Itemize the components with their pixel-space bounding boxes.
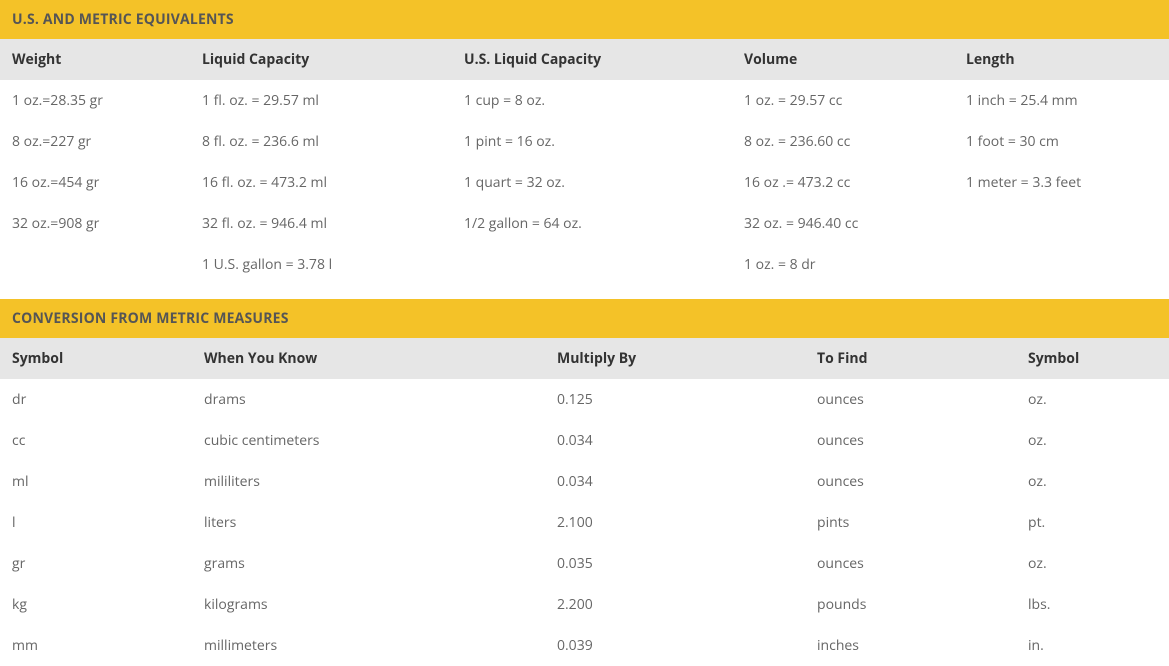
conversion-cell: oz. [1016,543,1169,584]
equivalents-col-us-liquid-capacity: U.S. Liquid Capacity [452,39,732,80]
table-row: dr drams 0.125 ounces oz. [0,379,1169,420]
conversion-col-multiply-by: Multiply By [545,338,805,379]
equivalents-cell: 1 fl. oz. = 29.57 ml [190,80,452,121]
section-spacer [0,285,1169,299]
conversion-cell: inches [805,625,1016,666]
conversion-header-row: Symbol When You Know Multiply By To Find… [0,338,1169,379]
conversion-cell: 2.200 [545,584,805,625]
conversion-cell: pints [805,502,1016,543]
equivalents-cell: 32 oz. = 946.40 cc [732,203,954,244]
equivalents-cell: 1 quart = 32 oz. [452,162,732,203]
table-row: 16 oz.=454 gr 16 fl. oz. = 473.2 ml 1 qu… [0,162,1169,203]
table-row: ml mililiters 0.034 ounces oz. [0,461,1169,502]
conversion-col-to-find: To Find [805,338,1016,379]
table-row: gr grams 0.035 ounces oz. [0,543,1169,584]
conversion-cell: ounces [805,379,1016,420]
conversion-cell: dr [0,379,192,420]
conversion-cell: oz. [1016,379,1169,420]
conversion-cell: ounces [805,461,1016,502]
conversion-cell: pounds [805,584,1016,625]
equivalents-cell: 32 oz.=908 gr [0,203,190,244]
conversion-cell: 0.034 [545,420,805,461]
table-row: mm millimeters 0.039 inches in. [0,625,1169,666]
equivalents-col-weight: Weight [0,39,190,80]
table-row: cc cubic centimeters 0.034 ounces oz. [0,420,1169,461]
conversion-cell: 0.125 [545,379,805,420]
conversion-cell: oz. [1016,420,1169,461]
conversion-col-symbol: Symbol [0,338,192,379]
equivalents-cell: 1 meter = 3.3 feet [954,162,1169,203]
equivalents-cell [0,244,190,285]
equivalents-header-row: Weight Liquid Capacity U.S. Liquid Capac… [0,39,1169,80]
equivalents-cell: 1 oz. = 8 dr [732,244,954,285]
conversion-cell: grams [192,543,545,584]
equivalents-cell: 16 oz.=454 gr [0,162,190,203]
equivalents-cell: 1 inch = 25.4 mm [954,80,1169,121]
table-row: 1 oz.=28.35 gr 1 fl. oz. = 29.57 ml 1 cu… [0,80,1169,121]
conversion-cell: 0.039 [545,625,805,666]
conversion-cell: cubic centimeters [192,420,545,461]
conversion-col-when-you-know: When You Know [192,338,545,379]
equivalents-cell: 1 U.S. gallon = 3.78 l [190,244,452,285]
equivalents-cell: 8 fl. oz. = 236.6 ml [190,121,452,162]
conversion-cell: ounces [805,543,1016,584]
conversion-cell: cc [0,420,192,461]
table-row: kg kilograms 2.200 pounds lbs. [0,584,1169,625]
conversion-cell: 0.035 [545,543,805,584]
conversion-cell: kg [0,584,192,625]
conversion-cell: mililiters [192,461,545,502]
equivalents-cell: 32 fl. oz. = 946.4 ml [190,203,452,244]
table-row: 8 oz.=227 gr 8 fl. oz. = 236.6 ml 1 pint… [0,121,1169,162]
equivalents-title: U.S. AND METRIC EQUIVALENTS [0,0,1169,39]
equivalents-cell: 1 foot = 30 cm [954,121,1169,162]
table-row: 32 oz.=908 gr 32 fl. oz. = 946.4 ml 1/2 … [0,203,1169,244]
conversion-title: CONVERSION FROM METRIC MEASURES [0,299,1169,338]
table-row: l liters 2.100 pints pt. [0,502,1169,543]
equivalents-cell: 1 cup = 8 oz. [452,80,732,121]
equivalents-cell [452,244,732,285]
equivalents-cell: 8 oz. = 236.60 cc [732,121,954,162]
conversion-col-symbol-out: Symbol [1016,338,1169,379]
equivalents-col-liquid-capacity: Liquid Capacity [190,39,452,80]
equivalents-cell: 1 oz.=28.35 gr [0,80,190,121]
table-row: 1 U.S. gallon = 3.78 l 1 oz. = 8 dr [0,244,1169,285]
conversion-cell: gr [0,543,192,584]
equivalents-cell: 1/2 gallon = 64 oz. [452,203,732,244]
equivalents-cell: 8 oz.=227 gr [0,121,190,162]
equivalents-cell: 16 oz .= 473.2 cc [732,162,954,203]
equivalents-cell: 1 pint = 16 oz. [452,121,732,162]
conversion-cell: lbs. [1016,584,1169,625]
conversion-cell: oz. [1016,461,1169,502]
equivalents-cell [954,244,1169,285]
conversion-cell: kilograms [192,584,545,625]
conversion-cell: drams [192,379,545,420]
conversion-cell: liters [192,502,545,543]
conversion-cell: 2.100 [545,502,805,543]
conversion-cell: millimeters [192,625,545,666]
conversion-cell: pt. [1016,502,1169,543]
conversion-cell: in. [1016,625,1169,666]
conversion-cell: mm [0,625,192,666]
conversion-cell: ounces [805,420,1016,461]
equivalents-col-volume: Volume [732,39,954,80]
conversion-cell: 0.034 [545,461,805,502]
equivalents-cell: 1 oz. = 29.57 cc [732,80,954,121]
equivalents-cell: 16 fl. oz. = 473.2 ml [190,162,452,203]
equivalents-cell [954,203,1169,244]
conversion-cell: l [0,502,192,543]
equivalents-col-length: Length [954,39,1169,80]
conversion-cell: ml [0,461,192,502]
